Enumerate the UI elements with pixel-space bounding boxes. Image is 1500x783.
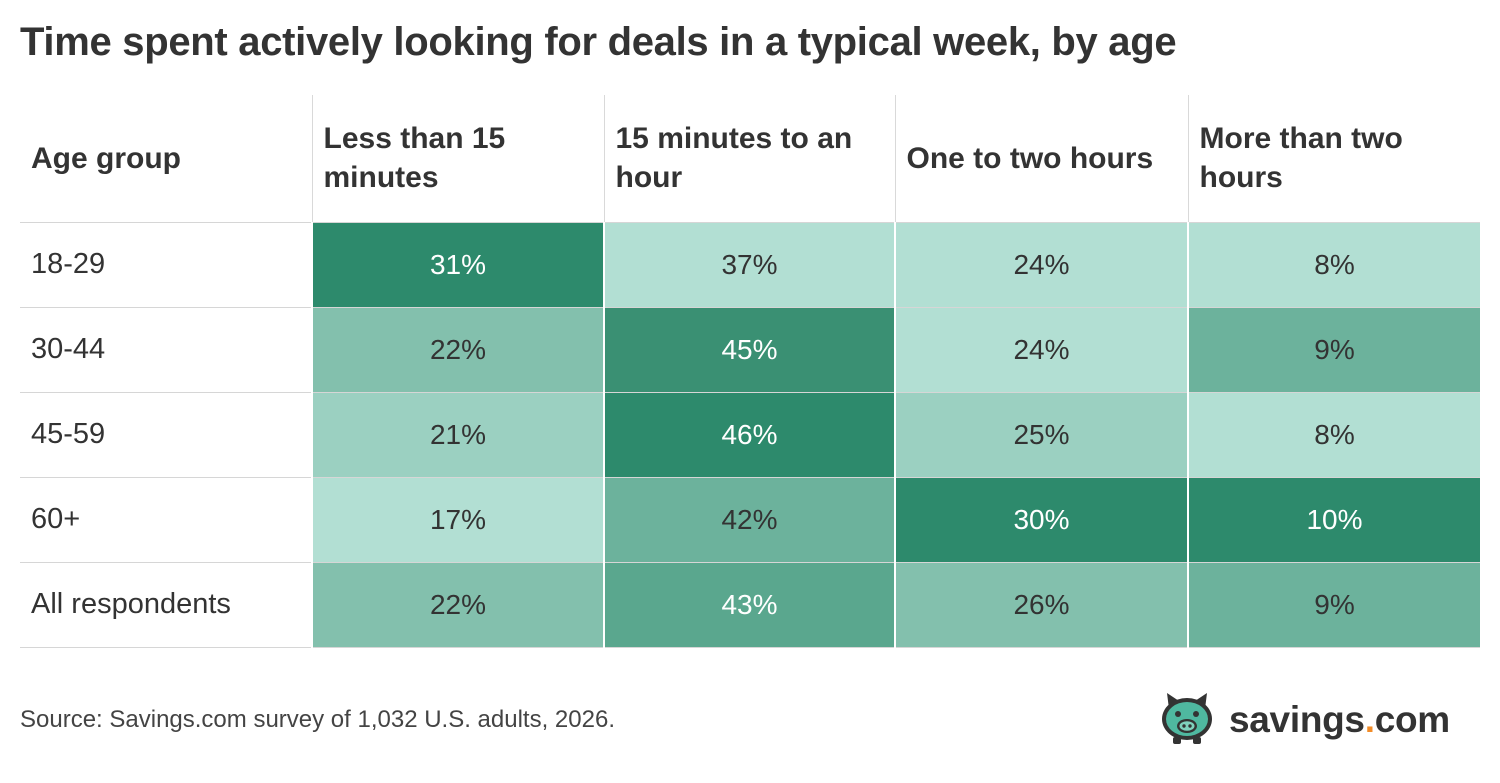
logo-wordmark: savings.com (1229, 699, 1450, 741)
row-label: All respondents (20, 562, 312, 648)
heatmap-cell: 30% (894, 477, 1188, 563)
heatmap-body: 18-29 31% 37% 24% 8% 30-44 22% 45% 24% 9% 45-59 21%… (20, 222, 1480, 648)
column-header: 15 minutes to an hour (603, 95, 895, 223)
savings-logo: savings.com (1157, 689, 1450, 750)
row-label: 18-29 (20, 222, 312, 308)
logo-text-tld: com (1374, 698, 1450, 740)
row-header-label: Age group (20, 95, 312, 223)
heatmap-cell: 46% (603, 392, 895, 478)
heatmap-cell: 26% (894, 562, 1188, 648)
row-label: 30-44 (20, 307, 312, 393)
heatmap-cell: 17% (311, 477, 604, 563)
row-label: 45-59 (20, 392, 312, 478)
heatmap-cell: 24% (894, 222, 1188, 308)
table-row: All respondents 22% 43% 26% 9% (20, 562, 1480, 648)
table-row: 60+ 17% 42% 30% 10% (20, 477, 1480, 563)
chart-title: Time spent actively looking for deals in… (20, 20, 1177, 64)
heatmap-cell: 8% (1187, 392, 1480, 478)
heatmap-table: Age group Less than 15 minutes 15 minute… (20, 95, 1480, 648)
source-note: Source: Savings.com survey of 1,032 U.S.… (20, 706, 615, 733)
header-row: Age group Less than 15 minutes 15 minute… (20, 95, 1480, 223)
table-row: 18-29 31% 37% 24% 8% (20, 222, 1480, 308)
heatmap-cell: 8% (1187, 222, 1480, 308)
heatmap-cell: 9% (1187, 307, 1480, 393)
column-header: More than two hours (1187, 95, 1480, 223)
heatmap-cell: 31% (311, 222, 604, 308)
heatmap-cell: 21% (311, 392, 604, 478)
logo-text-main: savings (1229, 698, 1365, 740)
heatmap-cell: 9% (1187, 562, 1480, 648)
column-header: One to two hours (894, 95, 1188, 223)
row-label: 60+ (20, 477, 312, 563)
heatmap-cell: 37% (603, 222, 895, 308)
logo-dot: . (1364, 698, 1375, 740)
heatmap-cell: 45% (603, 307, 895, 393)
table-row: 45-59 21% 46% 25% 8% (20, 392, 1480, 478)
heatmap-cell: 10% (1187, 477, 1480, 563)
pig-icon (1157, 689, 1217, 750)
heatmap-cell: 25% (894, 392, 1188, 478)
heatmap-cell: 22% (311, 307, 604, 393)
column-header: Less than 15 minutes (311, 95, 604, 223)
heatmap-cell: 42% (603, 477, 895, 563)
heatmap-cell: 22% (311, 562, 604, 648)
heatmap-cell: 24% (894, 307, 1188, 393)
table-row: 30-44 22% 45% 24% 9% (20, 307, 1480, 393)
heatmap-cell: 43% (603, 562, 895, 648)
